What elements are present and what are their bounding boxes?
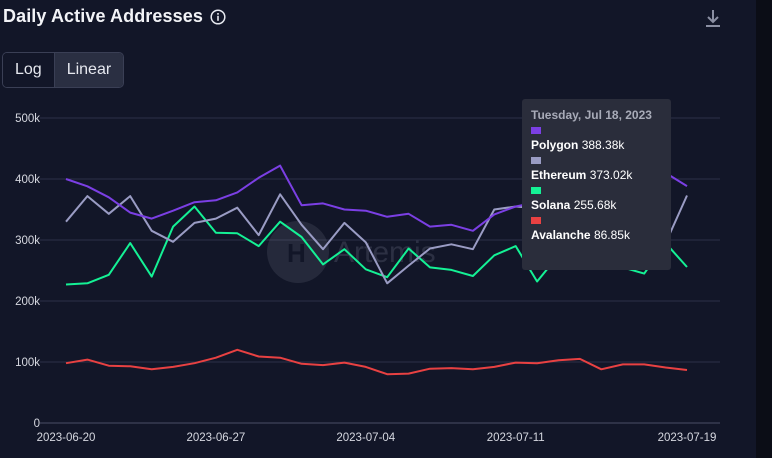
tooltip-name: Avalanche bbox=[531, 228, 591, 242]
watermark-logo bbox=[267, 221, 329, 283]
tooltip-value: 255.68k bbox=[573, 198, 617, 212]
tooltip-swatch-solana bbox=[531, 187, 541, 194]
watermark-logo-letter: H bbox=[287, 238, 306, 268]
x-tick-label: 2023-06-20 bbox=[37, 432, 96, 444]
scale-toggle: Log Linear bbox=[2, 52, 125, 88]
log-scale-button[interactable]: Log bbox=[3, 53, 54, 87]
y-tick-label: 400k bbox=[15, 174, 40, 186]
tooltip-name: Polygon bbox=[531, 138, 579, 152]
y-tick-label: 300k bbox=[15, 235, 40, 247]
tooltip-item: Polygon 388.38k bbox=[531, 127, 663, 152]
x-tick-label: 2023-07-04 bbox=[336, 432, 395, 444]
tooltip-swatch-polygon bbox=[531, 127, 541, 134]
x-tick-label: 2023-07-11 bbox=[487, 432, 545, 444]
artemis-watermark: H Artemis bbox=[267, 221, 436, 283]
y-tick-label: 500k bbox=[15, 113, 40, 125]
grid-lines bbox=[40, 117, 720, 424]
x-axis-ticks: 2023-06-20 2023-06-27 2023-07-04 2023-07-11… bbox=[37, 432, 717, 444]
tooltip-swatch-avalanche bbox=[531, 217, 541, 224]
y-tick-label: 200k bbox=[15, 296, 40, 308]
linear-scale-button[interactable]: Linear bbox=[53, 53, 124, 87]
y-axis-ticks: 0 100k 200k 300k 400k 500k bbox=[15, 113, 40, 430]
chart-tooltip: Tuesday, Jul 18, 2023 Polygon 388.38k Et… bbox=[522, 99, 671, 270]
watermark-text: Artemis bbox=[334, 236, 436, 269]
tooltip-item: Avalanche 86.85k bbox=[531, 217, 663, 242]
line-chart: H Artemis 0 100k 200k 300k 400k 500k 2023-06-… bbox=[15, 113, 720, 444]
y-tick-label: 0 bbox=[34, 418, 40, 430]
download-icon[interactable] bbox=[703, 8, 723, 30]
tooltip-item: Solana 255.68k bbox=[531, 187, 663, 212]
tooltip-name: Ethereum bbox=[531, 168, 587, 182]
x-tick-label: 2023-07-19 bbox=[658, 432, 717, 444]
x-tick-label: 2023-06-27 bbox=[186, 432, 245, 444]
tooltip-swatch-ethereum bbox=[531, 157, 541, 164]
tooltip-value: 373.02k bbox=[589, 168, 633, 182]
tooltip-date: Tuesday, Jul 18, 2023 bbox=[531, 108, 652, 122]
title-row: Daily Active Addresses bbox=[3, 6, 226, 27]
tooltip-value: 86.85k bbox=[593, 228, 630, 242]
tooltip-name: Solana bbox=[531, 198, 571, 212]
series-line-avalanche bbox=[65, 348, 688, 376]
y-tick-label: 100k bbox=[15, 357, 40, 369]
side-panel-edge bbox=[756, 0, 772, 458]
info-icon[interactable] bbox=[210, 8, 226, 25]
tooltip-item: Ethereum 373.02k bbox=[531, 157, 663, 182]
tooltip-value: 388.38k bbox=[581, 138, 625, 152]
chart-title: Daily Active Addresses bbox=[3, 6, 203, 26]
